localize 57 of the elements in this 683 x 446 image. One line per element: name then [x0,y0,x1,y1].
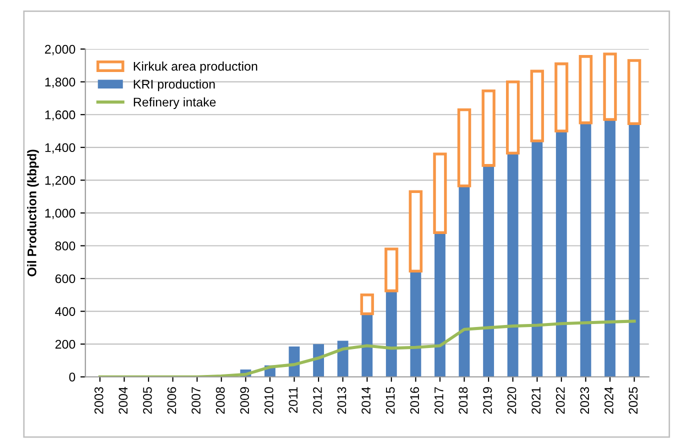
bar [556,131,567,377]
y-tick-label: 800 [55,242,76,250]
y-tick-label: 1,400 [45,143,76,154]
x-tick-label: 2025 [628,387,638,414]
x-tick-label: 2016 [410,387,420,414]
x-tick-label: 2008 [216,387,225,414]
x-tick-label: 2005 [143,387,152,414]
y-tick-label: 200 [55,340,76,349]
bar [604,120,616,377]
x-tick-label: 2014 [362,386,370,414]
y-tick-label: 2,000 [45,44,76,56]
bar [384,248,398,292]
x-tick-label: 2009 [240,387,250,414]
line-series [98,320,636,377]
x-tick-label: 2010 [264,387,274,414]
bar [507,153,518,377]
x-tick-label: 2023 [580,387,590,414]
x-tick-label: 2004 [118,386,128,414]
x-tick-label: 2018 [458,387,468,414]
y-tick-label: 1,800 [45,78,76,88]
y-tick-label: 1,000 [45,208,76,220]
y-tick-label: 1,600 [45,110,76,121]
bar [362,314,373,377]
bar [408,190,423,273]
x-tick-label: 2019 [483,387,492,414]
bar [628,124,640,377]
y-tick-label: 0 [69,372,76,382]
bar [532,140,543,377]
legend-label: KRI production [134,79,215,92]
x-tick-label: 2003 [94,387,104,414]
bar [434,232,446,377]
x-tick-label: 2022 [556,387,565,414]
x-tick-label: 2017 [434,387,444,414]
x-tick-label: 2021 [532,387,540,414]
x-tick-label: 2024 [604,386,614,414]
x-tick-label: 2007 [192,387,200,414]
bar [386,290,397,377]
bar [580,122,592,377]
x-tick-label: 2012 [313,387,322,414]
y-tick-label: 1,200 [45,176,76,186]
bar [433,152,447,234]
x-tick-label: 2020 [507,387,516,414]
x-tick-label: 2006 [167,387,176,414]
x-tick-label: 2015 [386,387,395,414]
bar [313,344,324,377]
x-tick-label: 2011 [288,387,298,413]
legend-label: Kirkuk area production [134,62,258,74]
y-tick-label: 400 [55,307,76,316]
x-tick-label: 2013 [337,387,346,414]
bar [483,165,494,377]
bar [360,294,374,316]
y-axis-title: Oil Production (kbpd) [27,150,39,276]
bar [410,271,422,377]
legend-label: Refinery intake [134,97,216,110]
bar [458,186,470,377]
bar [337,340,348,377]
y-tick-label: 600 [55,274,76,284]
